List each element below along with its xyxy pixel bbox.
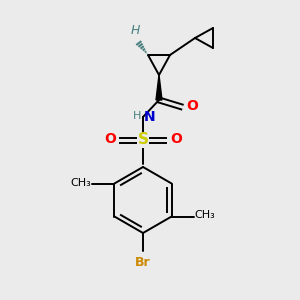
- Text: H: H: [130, 24, 140, 37]
- Text: CH₃: CH₃: [71, 178, 92, 188]
- Text: Br: Br: [135, 256, 151, 269]
- Text: O: O: [104, 132, 116, 146]
- Text: CH₃: CH₃: [195, 211, 215, 220]
- Text: O: O: [170, 132, 182, 146]
- Polygon shape: [156, 75, 162, 100]
- Text: N: N: [144, 110, 156, 124]
- Text: H: H: [133, 111, 141, 121]
- Text: O: O: [186, 99, 198, 113]
- Text: S: S: [137, 133, 148, 148]
